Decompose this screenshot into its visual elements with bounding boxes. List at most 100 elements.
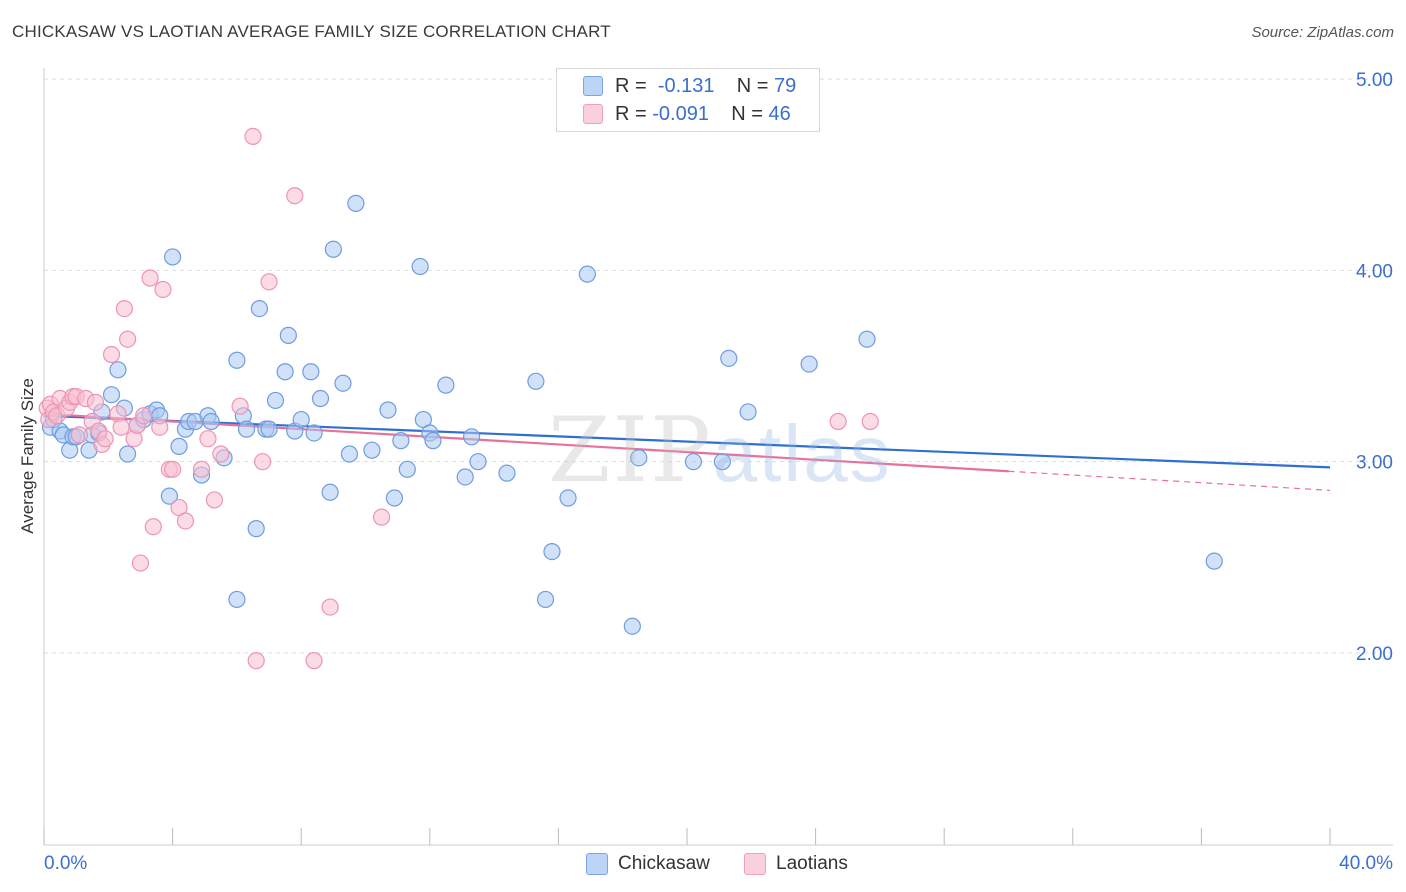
point-chickasaw[interactable] (292, 410, 310, 429)
point-chickasaw[interactable] (340, 445, 359, 463)
point-chickasaw[interactable] (739, 403, 757, 421)
n-value: 79 (774, 74, 797, 97)
point-laotians[interactable] (131, 554, 150, 572)
point-chickasaw[interactable] (334, 374, 352, 392)
point-chickasaw[interactable] (305, 424, 323, 442)
point-laotians[interactable] (118, 330, 137, 348)
point-chickasaw[interactable] (260, 420, 278, 438)
point-laotians[interactable] (112, 418, 130, 436)
point-laotians[interactable] (144, 518, 162, 536)
point-laotians[interactable] (102, 345, 121, 364)
point-chickasaw[interactable] (456, 468, 474, 486)
legend-swatch-pink (744, 853, 766, 875)
point-laotians[interactable] (212, 445, 230, 463)
point-laotians[interactable] (247, 652, 265, 670)
point-chickasaw[interactable] (164, 248, 182, 266)
point-laotians[interactable] (164, 460, 182, 478)
point-laotians[interactable] (829, 412, 847, 431)
point-laotians[interactable] (86, 393, 105, 411)
point-laotians[interactable] (305, 652, 323, 670)
point-chickasaw[interactable] (228, 351, 246, 369)
point-chickasaw[interactable] (411, 257, 429, 276)
point-chickasaw[interactable] (237, 420, 256, 438)
legend-label: Laotians (776, 853, 848, 874)
point-chickasaw[interactable] (527, 372, 545, 390)
point-chickasaw[interactable] (800, 355, 818, 373)
y-tick-label: 4.00 (1356, 261, 1393, 282)
tick-labels: 2.00 3.00 4.00 5.00 0.0% 40.0% (44, 70, 1393, 874)
r-value: -0.091 (652, 102, 709, 125)
point-chickasaw[interactable] (720, 349, 738, 367)
point-chickasaw[interactable] (363, 441, 381, 459)
point-laotians[interactable] (231, 397, 249, 415)
point-chickasaw[interactable] (543, 542, 561, 561)
point-laotians[interactable] (321, 598, 339, 616)
point-laotians[interactable] (192, 460, 211, 478)
point-chickasaw[interactable] (160, 487, 178, 505)
point-chickasaw[interactable] (498, 464, 516, 482)
point-chickasaw[interactable] (462, 428, 481, 446)
point-chickasaw[interactable] (202, 412, 220, 431)
legend-label: Chickasaw (618, 853, 710, 874)
source-label: Source: ZipAtlas.com (1251, 24, 1394, 41)
point-chickasaw[interactable] (684, 453, 703, 471)
point-chickasaw[interactable] (324, 240, 342, 258)
legend-swatch-pink (583, 104, 603, 124)
point-laotians[interactable] (154, 280, 172, 299)
r-value: -0.131 (657, 74, 715, 97)
point-laotians[interactable] (260, 273, 278, 291)
point-chickasaw[interactable] (858, 330, 876, 348)
point-chickasaw[interactable] (102, 386, 121, 404)
point-chickasaw[interactable] (630, 449, 648, 467)
point-laotians[interactable] (70, 426, 88, 444)
r-label: R = (615, 74, 647, 97)
point-chickasaw[interactable] (536, 590, 555, 609)
point-chickasaw[interactable] (302, 363, 320, 381)
point-chickasaw[interactable] (385, 489, 404, 507)
point-laotians[interactable] (115, 300, 133, 318)
point-chickasaw[interactable] (347, 194, 365, 212)
point-chickasaw[interactable] (321, 483, 339, 501)
point-chickasaw[interactable] (559, 489, 577, 507)
point-chickasaw[interactable] (311, 389, 330, 408)
trendline-chickasaw (43, 414, 1331, 469)
point-chickasaw[interactable] (228, 590, 246, 609)
point-chickasaw[interactable] (379, 401, 397, 419)
watermark: ZIPatlas (548, 398, 892, 503)
point-chickasaw[interactable] (266, 391, 285, 410)
point-chickasaw[interactable] (250, 300, 269, 318)
point-laotians[interactable] (135, 407, 153, 425)
point-laotians[interactable] (176, 512, 195, 530)
point-chickasaw[interactable] (109, 361, 127, 379)
point-laotians[interactable] (286, 187, 304, 205)
point-laotians[interactable] (244, 127, 262, 145)
legend-item-chickasaw[interactable]: Chickasaw (586, 850, 710, 878)
point-laotians[interactable] (861, 412, 879, 431)
point-chickasaw[interactable] (398, 460, 416, 478)
point-chickasaw[interactable] (578, 265, 596, 283)
point-laotians[interactable] (199, 430, 217, 448)
point-chickasaw[interactable] (623, 617, 641, 635)
point-laotians[interactable] (254, 453, 272, 471)
point-chickasaw[interactable] (392, 432, 410, 450)
n-label: N = (736, 74, 769, 97)
point-laotians[interactable] (141, 269, 159, 287)
point-laotians[interactable] (151, 418, 169, 436)
legend-item-laotians[interactable]: Laotians (744, 850, 848, 878)
trendline-extension-laotians (1008, 470, 1331, 491)
point-laotians[interactable] (205, 491, 223, 509)
point-laotians[interactable] (96, 430, 114, 448)
point-chickasaw[interactable] (118, 445, 137, 463)
point-chickasaw[interactable] (713, 453, 731, 471)
x-tick-label-max: 40.0% (1339, 853, 1393, 874)
point-chickasaw[interactable] (424, 432, 442, 450)
point-chickasaw[interactable] (276, 363, 294, 381)
point-chickasaw[interactable] (247, 520, 265, 538)
point-chickasaw[interactable] (1205, 552, 1223, 570)
point-chickasaw[interactable] (170, 437, 188, 455)
point-laotians[interactable] (372, 508, 391, 526)
point-chickasaw[interactable] (437, 376, 455, 394)
point-chickasaw[interactable] (279, 326, 297, 344)
point-chickasaw[interactable] (469, 453, 487, 471)
